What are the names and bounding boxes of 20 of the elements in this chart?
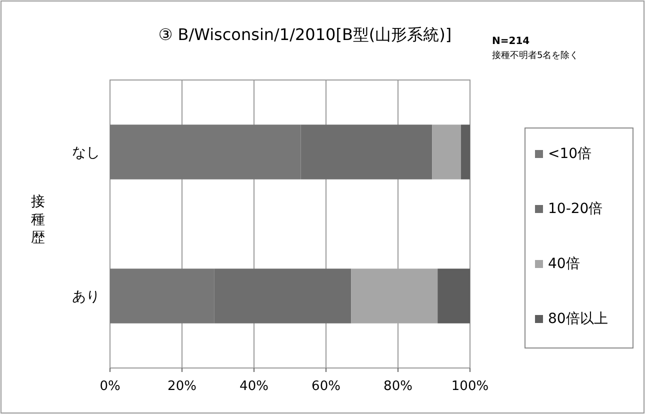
legend-label: 40倍 <box>548 256 580 272</box>
x-tick-label: 20% <box>168 379 196 394</box>
bar <box>461 124 470 180</box>
bar <box>351 268 438 324</box>
x-tick-label: 100% <box>451 379 489 394</box>
x-tick-label: 80% <box>384 379 412 394</box>
x-tick-label: 0% <box>100 379 120 394</box>
legend-label: 10-20倍 <box>548 201 603 217</box>
y-axis-title: 接種歴 <box>31 194 45 246</box>
x-tick-label: 40% <box>240 379 268 394</box>
chart-title: ③ B/Wisconsin/1/2010[B型(山形系統)] <box>158 25 452 44</box>
text: N=214 <box>492 36 530 47</box>
text: 接種不明者5名を除く <box>492 50 579 61</box>
bar <box>438 268 470 324</box>
legend-label: <10倍 <box>548 146 592 162</box>
y-tick-label: なし <box>72 145 100 161</box>
y-tick-label: あり <box>72 289 100 305</box>
bar <box>432 124 461 180</box>
x-tick-label: 60% <box>312 379 340 394</box>
legend-label: 80倍以上 <box>548 311 608 327</box>
